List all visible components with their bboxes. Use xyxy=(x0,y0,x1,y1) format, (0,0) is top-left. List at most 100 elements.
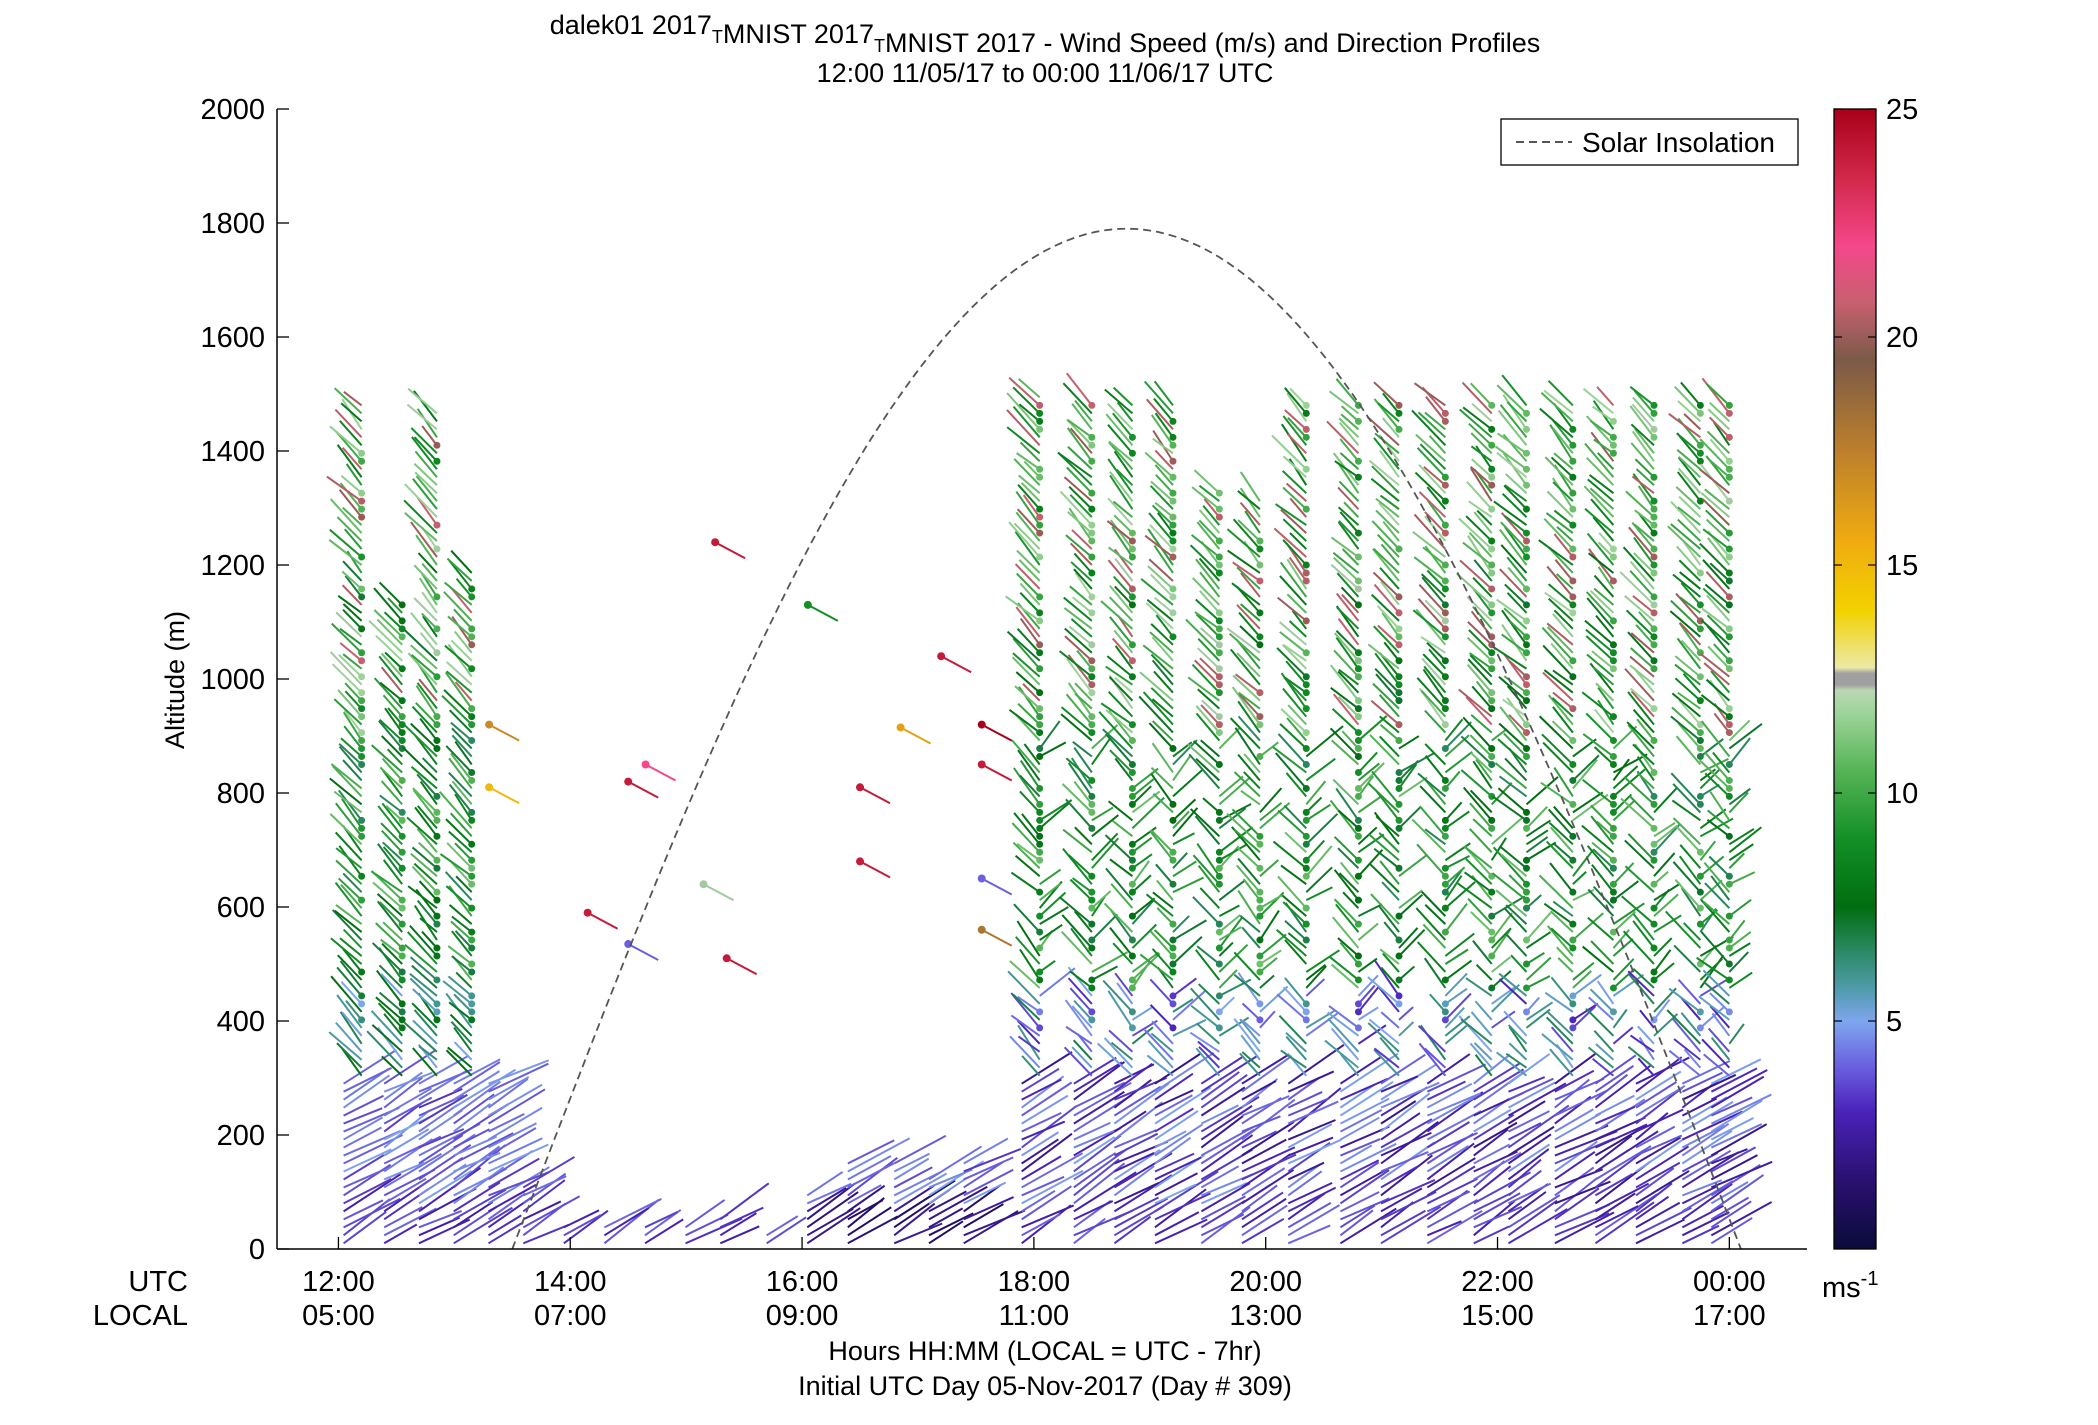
wind-barb xyxy=(1551,720,1574,742)
wind-barb xyxy=(1241,1121,1295,1157)
barb-dot xyxy=(1256,888,1264,896)
wind-barb xyxy=(1333,869,1360,901)
barb-dot xyxy=(1256,641,1264,649)
barb-dot xyxy=(1169,936,1177,944)
wind-barb xyxy=(383,1013,403,1037)
barb-dot xyxy=(1488,657,1496,665)
wind-barb xyxy=(383,1087,432,1117)
wind-barb xyxy=(1675,735,1702,766)
wind-barb xyxy=(806,1182,852,1205)
wind-barb xyxy=(1713,712,1731,734)
barb-dot xyxy=(1609,449,1617,457)
barb-dot xyxy=(1650,705,1658,713)
wind-barb xyxy=(1703,751,1731,782)
wind-barb xyxy=(1630,647,1655,670)
wind-barb xyxy=(1021,1111,1062,1133)
wind-barb xyxy=(342,759,363,782)
wind-barb xyxy=(1424,411,1446,431)
barb-dot xyxy=(1128,976,1136,984)
wind-barb xyxy=(1629,655,1655,678)
wind-barb xyxy=(1679,596,1701,614)
barb-dot xyxy=(1302,936,1310,944)
wind-barb xyxy=(1197,864,1221,893)
wind-barb xyxy=(1236,652,1261,678)
wind-barb xyxy=(1543,902,1574,925)
wind-barb xyxy=(1506,401,1528,423)
wind-barb xyxy=(1288,620,1307,638)
wind-barb xyxy=(1413,513,1447,550)
wind-barb xyxy=(1525,1001,1554,1021)
wind-barb xyxy=(1703,981,1730,1005)
barb-dot xyxy=(1354,976,1362,984)
wind-barb xyxy=(1710,875,1731,901)
wind-barb xyxy=(410,612,438,646)
wind-barb xyxy=(1148,558,1174,582)
isolated-barb xyxy=(900,726,932,745)
wind-barb xyxy=(1370,593,1400,622)
wind-barb xyxy=(1218,880,1245,901)
wind-barb xyxy=(1374,960,1400,997)
wind-barb xyxy=(416,682,438,710)
wind-barb xyxy=(1329,727,1360,758)
wind-barb xyxy=(1679,571,1701,590)
wind-barb xyxy=(1653,987,1677,1013)
wind-barb xyxy=(1337,521,1360,550)
wind-barb xyxy=(1338,668,1360,686)
barb-dot xyxy=(1036,465,1044,473)
wind-barb xyxy=(1105,665,1133,686)
wind-barb xyxy=(1632,743,1655,766)
wind-barb xyxy=(1467,621,1493,646)
wind-barb xyxy=(1154,1170,1219,1213)
wind-barb xyxy=(1017,749,1041,782)
wind-barb xyxy=(1380,1205,1442,1245)
wind-barb xyxy=(401,746,438,782)
barb-dot xyxy=(358,625,366,633)
wind-barb xyxy=(1287,704,1308,726)
wind-barb xyxy=(1593,746,1615,766)
barb-dot xyxy=(398,864,406,872)
barb-dot xyxy=(1215,505,1223,513)
wind-barb xyxy=(1462,716,1493,750)
wind-barb xyxy=(419,632,438,654)
wind-barb xyxy=(378,719,403,742)
wind-barb xyxy=(1587,916,1615,941)
wind-barb xyxy=(1426,1053,1471,1085)
wind-barb xyxy=(1241,1095,1290,1117)
wind-barb xyxy=(373,609,403,638)
wind-barb xyxy=(1586,457,1615,486)
wind-barb xyxy=(1357,762,1380,782)
wind-barb xyxy=(1594,1173,1634,1197)
wind-barb xyxy=(1373,381,1400,407)
wind-barb xyxy=(1200,1165,1240,1189)
wind-barb xyxy=(1498,722,1528,750)
barb-dot xyxy=(1488,473,1496,481)
wind-barb xyxy=(343,1165,392,1189)
wind-barb xyxy=(1554,1069,1595,1093)
wind-barb xyxy=(1330,1027,1360,1061)
barb-dot xyxy=(1609,433,1617,441)
wind-barb xyxy=(1699,438,1731,470)
wind-barb xyxy=(1018,378,1041,399)
wind-barb xyxy=(407,387,438,415)
wind-barb xyxy=(1468,828,1493,853)
barb-dot xyxy=(433,649,441,657)
wind-barb xyxy=(1009,1035,1041,1069)
wind-barb xyxy=(1426,1220,1462,1237)
barb-dot xyxy=(1302,561,1310,569)
barb-dot xyxy=(1650,641,1658,649)
wind-barb xyxy=(445,661,473,686)
wind-barb xyxy=(1681,1151,1740,1189)
plot-background xyxy=(277,109,1807,1249)
wind-barb xyxy=(1012,841,1041,869)
wind-barb xyxy=(1287,1119,1336,1141)
wind-barb xyxy=(340,981,363,1005)
wind-barb xyxy=(444,644,473,670)
wind-barb xyxy=(410,765,438,790)
wind-barb xyxy=(1508,1082,1567,1117)
wind-barb xyxy=(1243,753,1261,774)
wind-barb xyxy=(1629,664,1655,686)
barb-dot xyxy=(1650,800,1658,808)
wind-barb xyxy=(963,1196,1014,1221)
wind-barb xyxy=(1339,1084,1375,1109)
wind-barb xyxy=(1197,688,1221,710)
